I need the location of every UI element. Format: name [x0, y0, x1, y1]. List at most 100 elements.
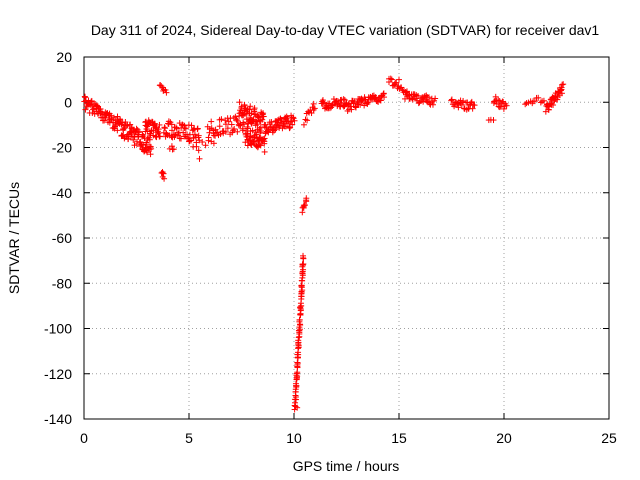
data-point — [291, 117, 298, 124]
data-point — [182, 125, 189, 132]
data-point — [558, 84, 565, 91]
data-point — [344, 101, 351, 108]
data-point — [497, 103, 504, 110]
data-point — [295, 349, 302, 356]
data-point — [222, 121, 229, 128]
data-point — [222, 128, 229, 135]
data-point — [202, 142, 209, 149]
x-tick-label: 25 — [601, 430, 617, 446]
data-point — [560, 81, 567, 88]
data-point — [241, 121, 248, 128]
data-point — [294, 404, 301, 411]
data-point — [180, 129, 187, 136]
data-point — [492, 93, 499, 100]
data-point — [468, 98, 475, 105]
data-point — [310, 100, 317, 107]
data-point — [300, 255, 307, 262]
data-point — [357, 101, 364, 108]
data-point — [193, 143, 200, 150]
data-point — [241, 102, 248, 109]
data-point — [286, 125, 293, 132]
data-point — [236, 99, 243, 106]
y-tick-label: -80 — [52, 275, 72, 291]
data-point — [500, 105, 507, 112]
data-point — [110, 124, 117, 131]
data-point — [230, 127, 237, 134]
data-point — [249, 127, 256, 134]
data-point — [173, 125, 180, 132]
y-tick-label: -140 — [44, 411, 72, 427]
data-point — [282, 123, 289, 130]
data-point — [388, 76, 395, 83]
data-point — [557, 87, 564, 94]
data-point — [257, 127, 264, 134]
data-point — [225, 118, 232, 125]
data-point — [550, 102, 557, 109]
data-point — [358, 95, 365, 102]
data-point — [294, 360, 301, 367]
data-point — [161, 124, 168, 131]
data-point — [429, 101, 436, 108]
data-point — [181, 124, 188, 131]
data-point — [301, 202, 308, 209]
y-tick-label: -40 — [52, 185, 72, 201]
data-point — [298, 277, 305, 284]
data-point — [268, 119, 275, 126]
data-point — [82, 94, 89, 101]
y-tick-label: 0 — [64, 94, 72, 110]
data-point — [188, 122, 195, 129]
data-point — [186, 131, 193, 138]
data-point — [292, 388, 299, 395]
data-point — [172, 124, 179, 131]
y-tick-label: -120 — [44, 366, 72, 382]
data-points — [81, 75, 567, 413]
data-point — [396, 76, 402, 83]
data-point — [248, 141, 255, 148]
data-point — [176, 120, 183, 127]
data-point — [471, 102, 478, 109]
data-point — [391, 81, 398, 88]
data-point — [262, 122, 269, 129]
data-point — [261, 148, 268, 155]
data-point — [196, 155, 203, 162]
data-point — [535, 94, 542, 101]
data-point — [93, 102, 100, 109]
data-point — [559, 81, 566, 88]
data-point — [168, 121, 175, 128]
data-point — [157, 133, 164, 140]
data-point — [101, 117, 108, 124]
data-point — [199, 139, 206, 146]
data-point — [232, 113, 239, 120]
x-tick-label: 20 — [496, 430, 512, 446]
x-tick-label: 15 — [391, 430, 407, 446]
data-point — [139, 131, 146, 138]
data-point — [175, 130, 182, 137]
data-point — [490, 117, 497, 124]
data-point — [155, 126, 162, 133]
data-point — [300, 121, 307, 128]
data-point — [136, 128, 143, 135]
data-point — [234, 128, 241, 135]
data-point — [558, 90, 565, 97]
data-point — [212, 132, 219, 139]
data-point — [380, 90, 387, 97]
data-point — [283, 113, 290, 120]
data-point — [522, 101, 529, 108]
data-point — [228, 121, 235, 128]
data-point — [210, 140, 217, 147]
data-point — [415, 92, 422, 99]
x-tick-label: 5 — [185, 430, 193, 446]
data-point — [191, 131, 198, 138]
data-point — [311, 105, 318, 112]
data-point — [163, 130, 170, 137]
data-point — [247, 103, 254, 110]
data-point — [319, 100, 326, 107]
x-tick-label: 0 — [80, 430, 88, 446]
data-point — [128, 124, 135, 131]
data-point — [455, 104, 462, 111]
data-point — [195, 132, 202, 139]
data-point — [297, 303, 304, 310]
data-point — [130, 136, 137, 143]
data-point — [295, 334, 302, 341]
